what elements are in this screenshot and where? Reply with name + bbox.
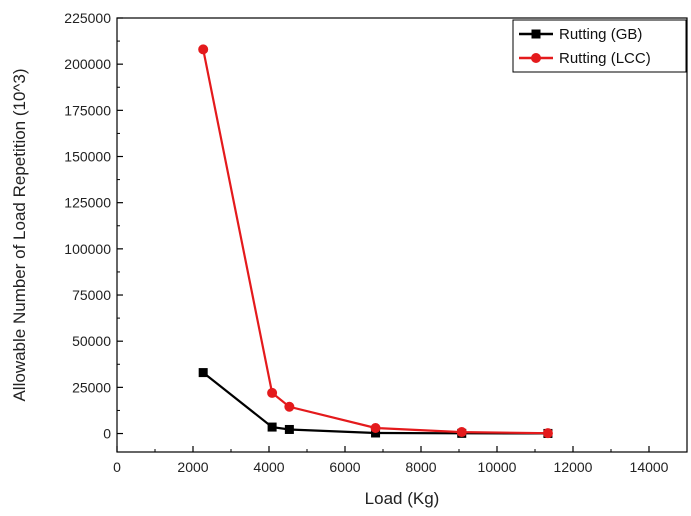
x-tick-label-7: 14000 (630, 459, 669, 475)
x-tick-label-6: 12000 (554, 459, 593, 475)
y-axis-title: Allowable Number of Load Repetition (10^… (10, 68, 29, 401)
data-point-0-0 (198, 368, 208, 378)
y-tick-label-6: 150000 (64, 149, 111, 165)
x-axis-title: Load (Kg) (365, 489, 440, 508)
y-tick-label-4: 100000 (64, 241, 111, 257)
data-point-0-1 (267, 422, 277, 432)
y-tick-label-5: 125000 (64, 195, 111, 211)
data-point-1-4 (456, 427, 467, 438)
y-tick-label-9: 225000 (64, 10, 111, 26)
series-line-1 (202, 49, 548, 435)
y-tick-label-2: 50000 (72, 333, 111, 349)
axes: 0 2000 4000 6000 8000 10000 12000 14000 0 25000 50… (64, 10, 668, 475)
x-tick-label-3: 6000 (329, 459, 360, 475)
y-tick-label-8: 200000 (64, 56, 111, 72)
x-tick-label-2: 4000 (253, 459, 284, 475)
legend: Rutting (GB) Rutting (LCC) (512, 19, 687, 73)
data-point-0-2 (284, 424, 294, 434)
y-tick-label-0: 0 (103, 426, 111, 442)
plot-marks (198, 44, 553, 439)
legend-label-0: Rutting (GB) (559, 26, 642, 43)
legend-box (512, 19, 687, 73)
y-tick-label-1: 25000 (72, 379, 111, 395)
plot-area-frame (116, 17, 688, 453)
legend-label-1: Rutting (LCC) (559, 50, 651, 67)
data-point-1-1 (267, 387, 278, 398)
data-point-1-5 (542, 428, 553, 439)
data-point-1-2 (284, 401, 295, 412)
x-tick-label-4: 8000 (405, 459, 436, 475)
data-point-1-0 (198, 44, 209, 55)
legend-marker-0 (531, 29, 541, 39)
y-tick-label-3: 75000 (72, 287, 111, 303)
y-tick-label-7: 175000 (64, 102, 111, 118)
x-tick-label-5: 10000 (478, 459, 517, 475)
legend-marker-1 (531, 53, 541, 63)
x-tick-label-0: 0 (113, 459, 121, 475)
data-point-1-3 (370, 422, 381, 433)
x-tick-label-1: 2000 (177, 459, 208, 475)
